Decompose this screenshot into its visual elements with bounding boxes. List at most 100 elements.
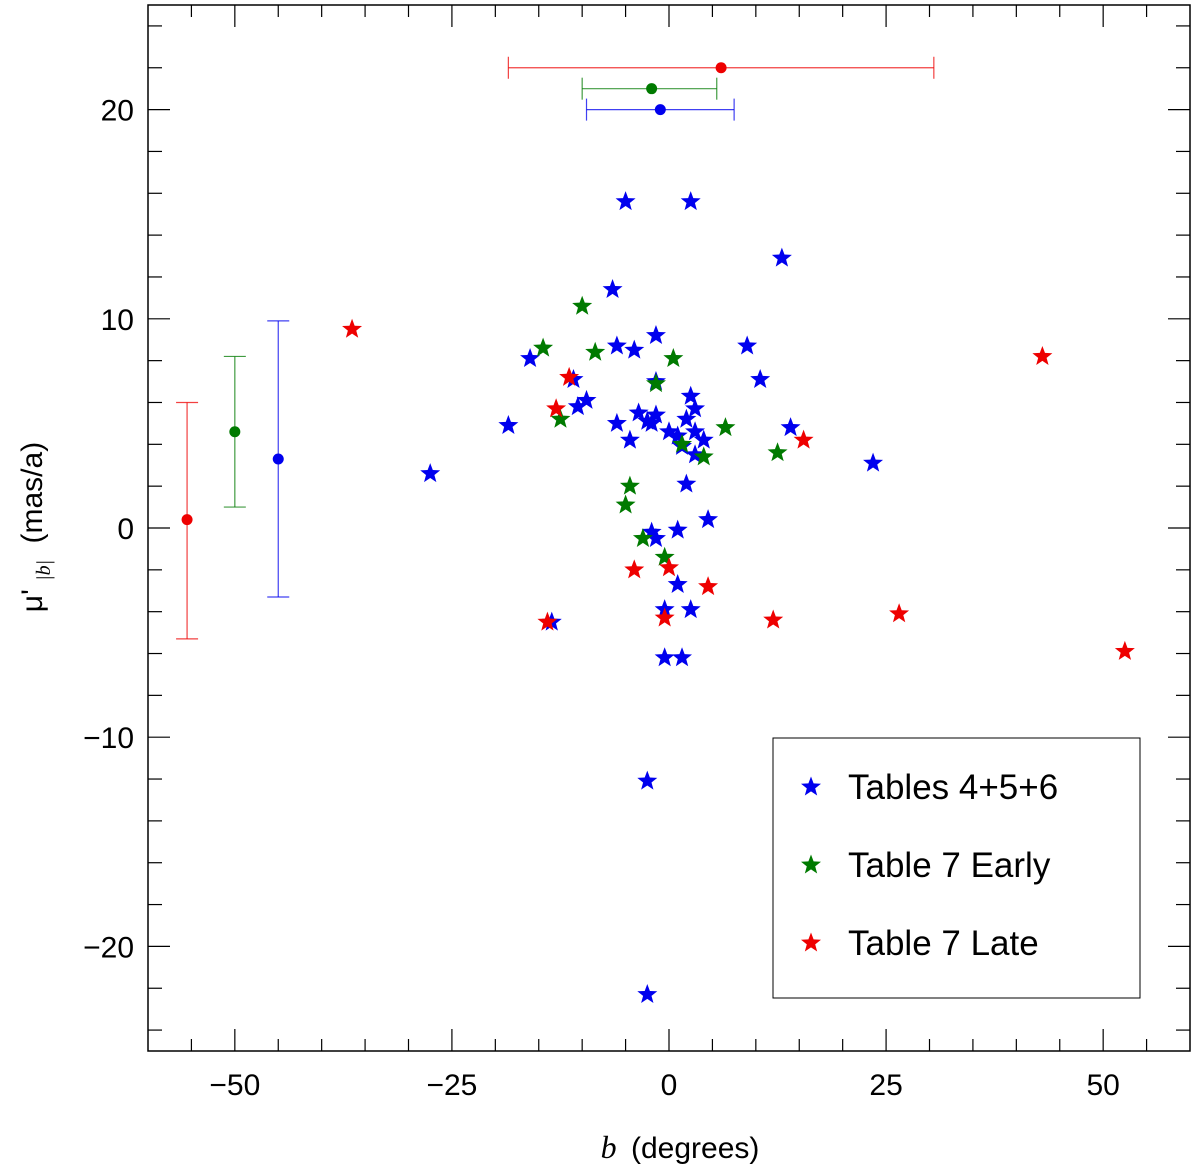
star-marker: [767, 442, 788, 462]
legend: Tables 4+5+6 Table 7 Early Table 7 Late: [772, 737, 1141, 999]
star-marker: [659, 557, 679, 577]
star-marker: [645, 325, 666, 345]
y-tick-label: 20: [101, 95, 134, 128]
tick-labels: −50 −25 0 25 50 −20 −10 0 10 20: [83, 95, 1120, 1102]
y-tick-label: 10: [101, 304, 134, 337]
star-marker: [1032, 345, 1053, 365]
star-marker: [641, 521, 662, 541]
star-marker: [645, 404, 666, 424]
star-marker: [737, 335, 758, 355]
error-bar: [581, 77, 718, 100]
star-marker: [632, 527, 653, 547]
error-bar-center: [654, 104, 666, 116]
star-marker: [606, 335, 627, 355]
star-marker: [693, 446, 714, 466]
star-marker: [615, 494, 636, 514]
star-marker: [567, 396, 588, 416]
data-points: [342, 191, 1135, 1004]
star-marker: [641, 412, 662, 432]
legend-label: Table 7 Late: [848, 924, 1039, 963]
error-bar-center: [715, 62, 727, 74]
star-marker: [628, 402, 649, 422]
error-bars: [176, 56, 935, 640]
star-marker: [637, 770, 658, 790]
star-marker: [680, 599, 701, 619]
x-tick-label: 25: [869, 1069, 902, 1102]
star-marker: [698, 576, 719, 596]
star-marker: [619, 475, 640, 495]
error-bar: [176, 401, 199, 640]
star-marker: [780, 417, 801, 437]
y-axis-subscript: |b|: [33, 560, 55, 581]
star-marker: [793, 429, 814, 449]
y-tick-label: −20: [83, 931, 134, 964]
star-marker: [676, 473, 697, 493]
legend-item: Table 7 Early: [801, 846, 1051, 885]
error-bar-center: [181, 514, 193, 526]
legend-label: Tables 4+5+6: [848, 768, 1058, 807]
star-marker: [750, 368, 771, 388]
series-table-7-early: [533, 295, 788, 566]
star-marker: [624, 559, 645, 579]
star-marker: [576, 389, 597, 409]
star-marker: [537, 611, 558, 631]
x-tick-label: 0: [661, 1069, 678, 1102]
star-marker: [889, 603, 910, 623]
star-marker: [550, 408, 571, 428]
x-axis-label: b (degrees): [601, 1129, 760, 1165]
error-bar: [223, 355, 246, 508]
star-marker: [667, 573, 688, 593]
series-table-7-late: [342, 318, 1135, 660]
star-marker: [342, 318, 363, 338]
legend-star-icon: [801, 854, 821, 874]
star-marker: [693, 429, 714, 449]
y-tick-label: 0: [117, 513, 134, 546]
star-marker: [667, 425, 688, 445]
y-tick-label: −10: [83, 722, 134, 755]
star-marker: [520, 348, 541, 368]
legend-label: Table 7 Early: [848, 846, 1051, 885]
legend-item: Tables 4+5+6: [801, 768, 1058, 807]
star-marker: [685, 398, 706, 418]
error-bar: [267, 320, 290, 598]
star-marker: [637, 984, 658, 1004]
star-marker: [680, 191, 701, 211]
star-marker: [498, 414, 519, 434]
x-tick-label: 50: [1086, 1069, 1119, 1102]
star-marker: [698, 509, 719, 529]
star-marker: [533, 337, 554, 357]
star-marker: [863, 452, 884, 472]
plot-frame: [147, 4, 1191, 1052]
y-axis-symbol: μ': [16, 589, 49, 612]
star-marker: [663, 348, 684, 368]
x-tick-label: −50: [209, 1069, 260, 1102]
star-marker: [667, 519, 688, 539]
star-marker: [672, 433, 693, 453]
star-marker: [763, 609, 784, 629]
star-marker: [559, 366, 580, 386]
error-bar-center: [646, 83, 658, 95]
legend-star-icon: [801, 776, 821, 796]
star-marker: [645, 527, 666, 547]
star-marker: [654, 647, 675, 667]
x-tick-label: −25: [426, 1069, 477, 1102]
legend-box: [772, 737, 1141, 999]
star-marker: [585, 341, 606, 361]
star-marker: [672, 647, 693, 667]
star-marker: [624, 339, 645, 359]
error-bar-center: [272, 453, 284, 465]
star-marker: [572, 295, 593, 315]
axis-ticks: [148, 5, 1190, 1051]
star-marker: [715, 417, 736, 437]
error-bar-center: [229, 426, 241, 438]
error-bar: [585, 98, 735, 121]
star-marker: [645, 373, 666, 393]
star-marker: [606, 412, 627, 432]
star-marker: [771, 247, 792, 267]
star-marker: [420, 463, 441, 483]
legend-star-icon: [801, 932, 821, 952]
series-tables-4-5-6: [420, 191, 884, 1004]
star-marker: [676, 408, 697, 428]
legend-item: Table 7 Late: [801, 924, 1039, 963]
